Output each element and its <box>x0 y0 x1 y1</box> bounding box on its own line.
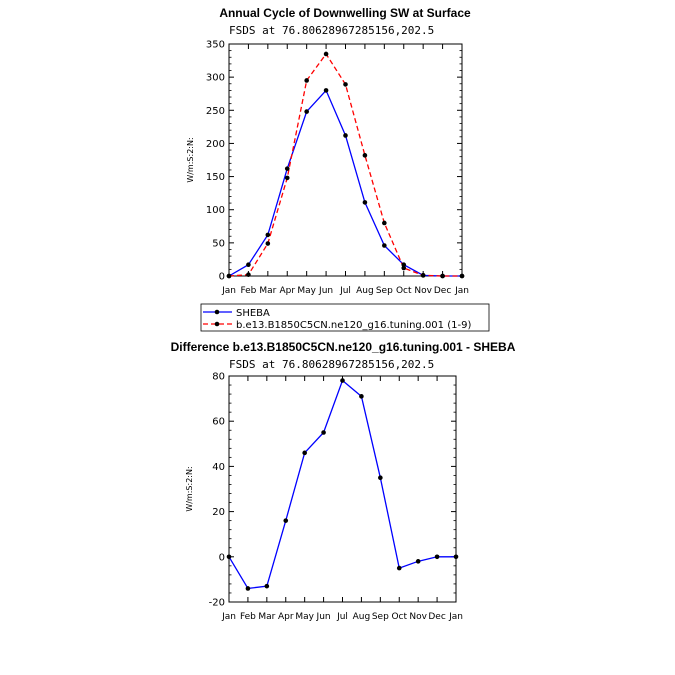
top-ytick-label: 200 <box>206 139 225 150</box>
top-chart-title: Annual Cycle of Downwelling SW at Surfac… <box>219 6 471 20</box>
bottom-point-0 <box>340 378 345 383</box>
legend: SHEBA b.e13.B1850C5CN.ne120_g16.tuning.0… <box>200 303 490 332</box>
bottom-point-0 <box>283 518 289 523</box>
top-xtick-label: Jun <box>318 286 333 296</box>
top-point-1 <box>265 241 271 246</box>
bottom-point-0 <box>245 586 251 591</box>
bottom-xtick-label: Jan <box>448 612 463 622</box>
top-point-0 <box>343 133 348 138</box>
top-point-0 <box>323 88 329 93</box>
top-point-0 <box>362 200 368 205</box>
bottom-ytick-label: 40 <box>212 462 225 473</box>
bottom-point-0 <box>321 430 326 435</box>
bottom-point-0 <box>378 475 383 481</box>
top-ytick-label: 300 <box>206 73 225 84</box>
top-xtick-label: Feb <box>240 286 256 296</box>
top-point-1 <box>323 51 329 57</box>
top-ytick-label: 150 <box>206 172 225 183</box>
top-point-1 <box>420 273 426 278</box>
bottom-xtick-label: Mar <box>258 612 275 622</box>
legend-label-model: b.e13.B1850C5CN.ne120_g16.tuning.001 (1-… <box>236 320 471 331</box>
bottom-point-0 <box>415 559 421 564</box>
bottom-ytick-label: 80 <box>212 372 225 383</box>
top-point-1 <box>459 273 465 279</box>
top-point-0 <box>265 232 271 238</box>
top-ytick-label: 100 <box>206 205 225 216</box>
top-xtick-label: Jan <box>221 286 236 296</box>
top-point-1 <box>304 78 309 83</box>
top-xtick-label: May <box>297 286 316 296</box>
bottom-point-0 <box>359 394 364 399</box>
top-series-line-1 <box>228 52 462 277</box>
top-point-0 <box>246 262 251 268</box>
top-xtick-label: Mar <box>259 286 276 296</box>
legend-marker-model <box>214 321 220 327</box>
bottom-point-0 <box>396 565 402 571</box>
bottom-xtick-label: Sep <box>372 612 389 622</box>
bottom-xtick-label: Aug <box>353 612 371 622</box>
top-point-1 <box>284 175 290 181</box>
bottom-point-0 <box>226 554 232 560</box>
bottom-ytick-label: 60 <box>212 417 225 428</box>
bottom-chart-frame <box>228 375 457 603</box>
top-chart-ylabel: W/m:S:2:N: <box>186 137 195 182</box>
top-point-1 <box>362 153 368 158</box>
bottom-point-0 <box>302 450 307 456</box>
top-xtick-label: Dec <box>434 286 451 296</box>
top-ytick-label: 0 <box>219 272 225 283</box>
bottom-point-0 <box>264 583 270 589</box>
top-chart-subtitle: FSDS at 76.80628967285156,202.5 <box>229 24 434 37</box>
bottom-xtick-label: Nov <box>409 612 427 622</box>
legend-box <box>200 303 490 332</box>
top-xtick-label: Nov <box>414 286 432 296</box>
bottom-xtick-label: Jun <box>316 612 331 622</box>
legend-label-sheba: SHEBA <box>236 308 270 319</box>
top-xtick-label: Oct <box>396 286 412 296</box>
top-ytick-label: 50 <box>212 238 225 249</box>
bottom-series-line-0 <box>228 379 456 590</box>
top-point-0 <box>401 262 407 268</box>
bottom-xtick-label: Dec <box>428 612 445 622</box>
top-xtick-label: Jan <box>454 286 469 296</box>
top-xtick-label: Sep <box>376 286 393 296</box>
top-point-1 <box>382 220 387 226</box>
bottom-xtick-label: Jan <box>221 612 236 622</box>
bottom-xtick-label: May <box>295 612 314 622</box>
top-xtick-label: Apr <box>279 286 295 296</box>
top-point-1 <box>246 272 251 277</box>
bottom-chart-title: Difference b.e13.B1850C5CN.ne120_g16.tun… <box>171 340 516 354</box>
bottom-chart-ylabel: W/m:S:2:N: <box>185 466 194 511</box>
top-xtick-label: Aug <box>356 286 374 296</box>
bottom-point-0 <box>434 554 440 560</box>
bottom-ytick-label: 20 <box>212 507 225 518</box>
top-point-1 <box>226 273 232 279</box>
top-point-1 <box>401 265 407 271</box>
legend-marker-sheba <box>214 309 220 315</box>
top-ytick-label: 250 <box>206 106 225 117</box>
top-point-0 <box>304 109 309 114</box>
bottom-xtick-label: Apr <box>278 612 294 622</box>
top-chart: Annual Cycle of Downwelling SW at Surfac… <box>186 6 471 296</box>
bottom-ytick-label: 0 <box>219 552 225 563</box>
top-point-0 <box>382 243 387 248</box>
bottom-chart-subtitle: FSDS at 76.80628967285156,202.5 <box>229 358 434 371</box>
top-xtick-label: Jul <box>339 286 351 296</box>
bottom-xtick-label: Oct <box>391 612 407 622</box>
top-ytick-label: 350 <box>206 40 225 51</box>
bottom-xtick-label: Jul <box>336 612 348 622</box>
top-series-line-0 <box>228 89 462 277</box>
bottom-chart: Difference b.e13.B1850C5CN.ne120_g16.tun… <box>171 340 516 622</box>
top-point-1 <box>440 273 445 279</box>
bottom-xtick-label: Feb <box>240 612 256 622</box>
bottom-ytick-label: -20 <box>209 598 225 609</box>
top-point-1 <box>343 82 348 87</box>
bottom-point-0 <box>453 554 459 560</box>
top-point-0 <box>284 166 290 171</box>
